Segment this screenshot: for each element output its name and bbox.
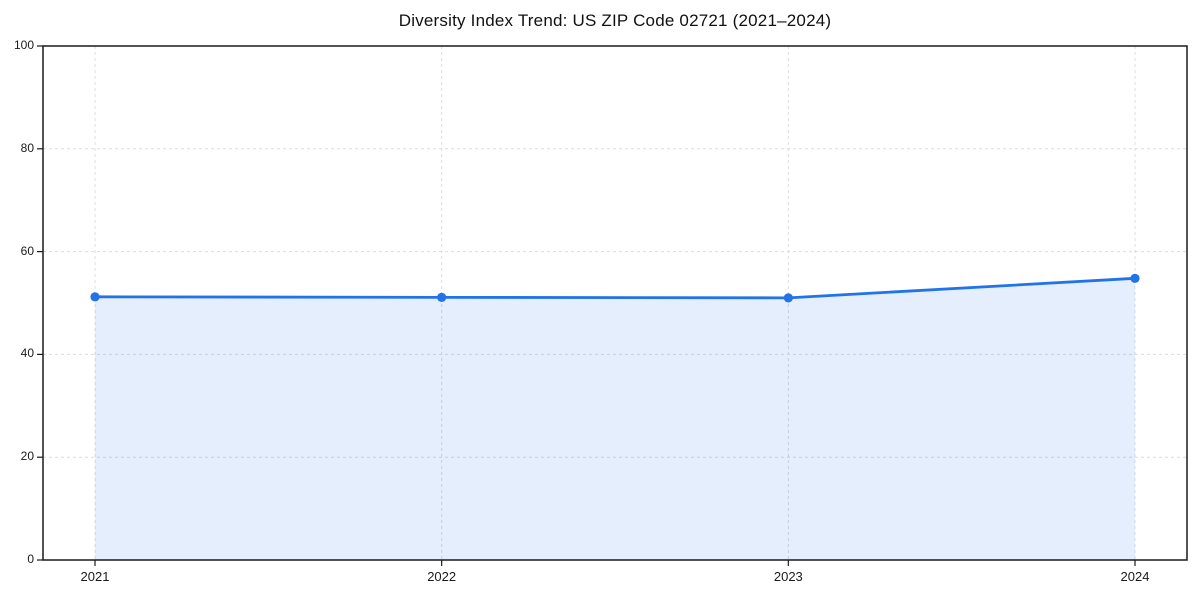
area-fill	[95, 278, 1135, 560]
chart-title: Diversity Index Trend: US ZIP Code 02721…	[398, 11, 832, 30]
data-point-2021	[90, 292, 100, 302]
plot-border	[42, 45, 1188, 561]
data-point-2024	[1130, 273, 1140, 283]
trend-line	[93, 276, 1137, 300]
data-point-2022	[437, 292, 447, 302]
data-point-2023	[783, 293, 793, 303]
